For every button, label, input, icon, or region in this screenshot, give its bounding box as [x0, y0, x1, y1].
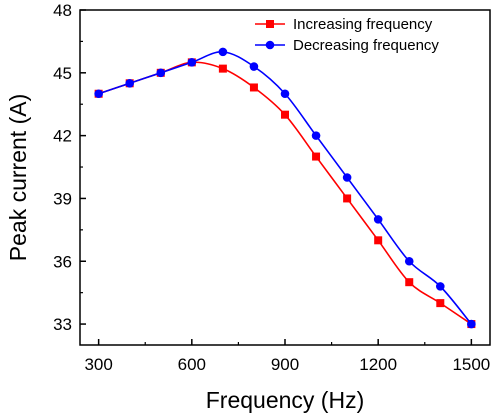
x-tick-label: 600	[178, 355, 206, 374]
data-point	[343, 194, 352, 203]
y-tick-label: 42	[53, 127, 72, 146]
series-layer	[94, 47, 476, 329]
axes-layer: 300 600 900 1200 1500 33 36 39 42 45 48	[53, 1, 491, 374]
y-axis-title: Peak current (A)	[5, 94, 31, 261]
data-point	[249, 62, 259, 71]
data-point	[405, 278, 414, 287]
data-point	[374, 236, 383, 245]
legend-label: Increasing frequency	[293, 16, 433, 33]
x-axis-title: Frequency (Hz)	[206, 387, 364, 413]
data-point	[312, 152, 321, 161]
legend: Increasing frequency Decreasing frequency	[255, 16, 439, 54]
data-point	[249, 83, 258, 92]
data-point	[311, 131, 321, 140]
data-point	[467, 319, 476, 329]
data-point	[156, 68, 166, 78]
legend-label: Decreasing frequency	[293, 37, 439, 54]
data-point	[404, 256, 414, 266]
legend-marker	[265, 40, 275, 50]
legend-entry: Increasing frequency	[255, 16, 433, 33]
data-point	[436, 282, 445, 291]
data-point	[280, 89, 290, 99]
x-tick-label: 300	[84, 355, 112, 374]
legend-entry: Decreasing frequency	[255, 37, 439, 54]
data-point	[436, 299, 445, 308]
x-tick-label: 1200	[359, 355, 397, 374]
x-tick-label: 900	[271, 355, 299, 374]
data-point	[125, 78, 134, 88]
y-tick-label: 33	[53, 315, 72, 334]
x-tick-label: 1500	[452, 355, 490, 374]
series-2	[94, 47, 476, 329]
data-point	[187, 58, 197, 67]
y-tick-label: 36	[53, 252, 72, 271]
data-point	[218, 47, 228, 57]
data-point	[281, 110, 289, 119]
series-line	[98, 61, 472, 325]
data-point	[342, 173, 352, 182]
y-tick-label: 45	[53, 64, 72, 83]
data-point	[94, 89, 103, 99]
data-point	[373, 215, 383, 224]
data-point	[218, 64, 227, 73]
y-tick-label: 39	[53, 189, 72, 208]
plot-frame	[79, 9, 491, 346]
legend-marker	[266, 20, 274, 28]
series-1	[94, 58, 476, 329]
y-tick-label: 48	[53, 1, 72, 20]
